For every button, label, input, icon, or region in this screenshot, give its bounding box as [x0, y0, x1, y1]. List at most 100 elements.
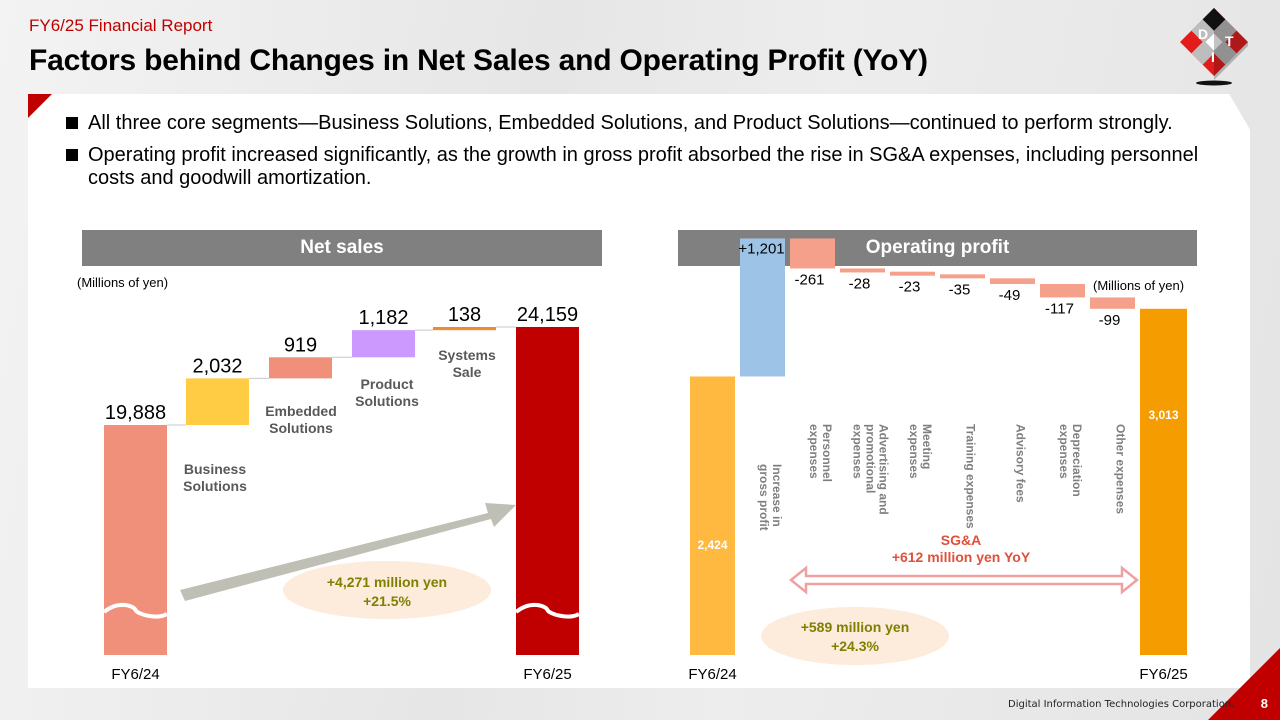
- op-profit-category-label: expenses: [851, 424, 865, 479]
- net-sales-bar-2: [269, 357, 332, 379]
- op-profit-bar-0: [690, 376, 735, 655]
- net-sales-value-label: 19,888: [105, 402, 166, 424]
- op-profit-category-label: gross profit: [757, 464, 771, 531]
- op-profit-bar-4: [890, 271, 935, 276]
- op-profit-value-label: 3,013: [1148, 408, 1178, 422]
- op-profit-bar-7: [1040, 283, 1085, 298]
- op-profit-category-label: FY6/24: [688, 666, 736, 683]
- op-profit-bar-2: [790, 238, 835, 269]
- op-profit-value-label: -49: [999, 287, 1021, 304]
- logo-letter-d: D: [1198, 26, 1208, 42]
- net-sales-category-label: Solutions: [269, 420, 333, 436]
- op-profit-category-label: Depreciation: [1070, 424, 1084, 497]
- op-profit-bar-1: [740, 238, 785, 377]
- page-number: 8: [1260, 696, 1268, 711]
- sga-change-label: +612 million yen YoY: [892, 549, 1031, 565]
- corner-accent: [28, 94, 52, 118]
- op-profit-change-amount: +589 million yen: [801, 619, 910, 635]
- net-sales-change-bubble: [283, 561, 491, 619]
- op-profit-category-label-group: expenses: [1057, 424, 1071, 479]
- op-profit-category-label-group: Advertising and: [877, 424, 891, 515]
- op-profit-value-label: -28: [849, 275, 871, 292]
- net-sales-bar-0: [104, 425, 167, 655]
- op-profit-category-label-group: Depreciation: [1070, 424, 1084, 497]
- net-sales-category-label: FY6/24: [111, 666, 159, 683]
- bullet-item: Operating profit increased significantly…: [66, 144, 1206, 190]
- op-profit-bar-5: [940, 274, 985, 279]
- net-sales-value-label: 919: [284, 334, 317, 356]
- logo-letter-i: I: [1211, 49, 1215, 65]
- net-sales-bar-1: [186, 378, 249, 425]
- op-profit-value-label: -23: [899, 279, 921, 296]
- op-profit-category-label: Training expenses: [964, 424, 978, 529]
- op-profit-category-label: Increase in: [770, 464, 784, 527]
- net-sales-change-percent: +21.5%: [363, 593, 411, 609]
- net-sales-category-label: Embedded: [265, 403, 337, 419]
- net-sales-unit-label: (Millions of yen): [77, 275, 169, 290]
- op-profit-bar-8: [1090, 297, 1135, 309]
- op-profit-change-percent: +24.3%: [831, 638, 879, 654]
- op-profit-value-label: -99: [1099, 312, 1121, 329]
- bullet-square-icon: [66, 117, 78, 129]
- net-sales-category-label: Product: [361, 376, 414, 392]
- op-profit-category-label: promotional: [864, 424, 878, 493]
- net-sales-value-label: 1,182: [358, 307, 408, 329]
- net-sales-header: Net sales: [82, 230, 602, 266]
- growth-arrow-icon: [180, 503, 516, 601]
- axis-break-icon: [514, 603, 581, 619]
- op-profit-category-label: Meeting: [920, 424, 934, 469]
- op-profit-category-label-group: promotional: [864, 424, 878, 493]
- op-profit-category-label: FY6/25: [1139, 666, 1187, 683]
- net-sales-bar-5: [516, 327, 579, 655]
- net-sales-change-amount: +4,271 million yen: [327, 574, 447, 590]
- op-profit-value-label: +1,201: [738, 240, 784, 257]
- op-profit-category-label: Advisory fees: [1014, 424, 1028, 503]
- summary-bullets: All three core segments—Business Solutio…: [66, 112, 1206, 199]
- net-sales-value-label: 2,032: [192, 355, 242, 377]
- net-sales-category-label: Solutions: [183, 478, 247, 494]
- op-profit-category-label-group: expenses: [807, 424, 821, 479]
- sga-label: SG&A: [941, 532, 981, 548]
- bullet-text: All three core segments—Business Solutio…: [88, 112, 1173, 134]
- op-profit-category-label: Advertising and: [877, 424, 891, 515]
- op-profit-category-label: expenses: [807, 424, 821, 479]
- op-profit-category-label: Other expenses: [1114, 424, 1128, 514]
- net-sales-category-label: Business: [184, 461, 246, 477]
- op-profit-value-label: -261: [794, 271, 824, 288]
- net-sales-category-label: Solutions: [355, 393, 419, 409]
- op-profit-category-label-group: Training expenses: [964, 424, 978, 529]
- net-sales-value-label: 138: [448, 304, 481, 326]
- op-profit-category-label: expenses: [907, 424, 921, 479]
- logo-shadow: [1196, 80, 1232, 86]
- net-sales-bar-3: [352, 330, 415, 358]
- op-profit-category-label-group: expenses: [851, 424, 865, 479]
- op-profit-value-label: -35: [949, 281, 971, 298]
- op-profit-category-label-group: Advisory fees: [1014, 424, 1028, 503]
- net-sales-category-label: FY6/25: [523, 666, 571, 683]
- axis-break-icon: [102, 603, 169, 619]
- operating-profit-unit-label: (Millions of yen): [1093, 278, 1185, 293]
- op-profit-category-label-group: expenses: [907, 424, 921, 479]
- bullet-item: All three core segments—Business Solutio…: [66, 112, 1206, 135]
- op-profit-change-bubble: [761, 607, 949, 665]
- net-sales-category-label: Systems: [438, 347, 496, 363]
- logo-letter-t: T: [1225, 33, 1234, 49]
- op-profit-category-label: expenses: [1057, 424, 1071, 479]
- op-profit-category-label-group: Personnel: [820, 424, 834, 482]
- footer-accent: [1208, 648, 1280, 720]
- footer-company: Digital Information Technologies Corpora…: [1008, 699, 1235, 710]
- net-sales-bar-4: [433, 327, 496, 331]
- report-subtitle: FY6/25 Financial Report: [29, 16, 213, 35]
- sga-range-arrow-icon: [788, 565, 1140, 595]
- op-profit-bar-3: [840, 268, 885, 273]
- op-profit-bar-6: [990, 278, 1035, 284]
- op-profit-category-label: Personnel: [820, 424, 834, 482]
- op-profit-value-label: -117: [1045, 300, 1074, 317]
- op-profit-category-label-group: Increase in: [770, 464, 784, 527]
- op-profit-category-label-group: gross profit: [757, 464, 771, 531]
- net-sales-value-label: 24,159: [517, 304, 578, 326]
- bullet-square-icon: [66, 149, 78, 161]
- op-profit-category-label-group: Other expenses: [1114, 424, 1128, 514]
- net-sales-category-label: Sale: [453, 364, 482, 380]
